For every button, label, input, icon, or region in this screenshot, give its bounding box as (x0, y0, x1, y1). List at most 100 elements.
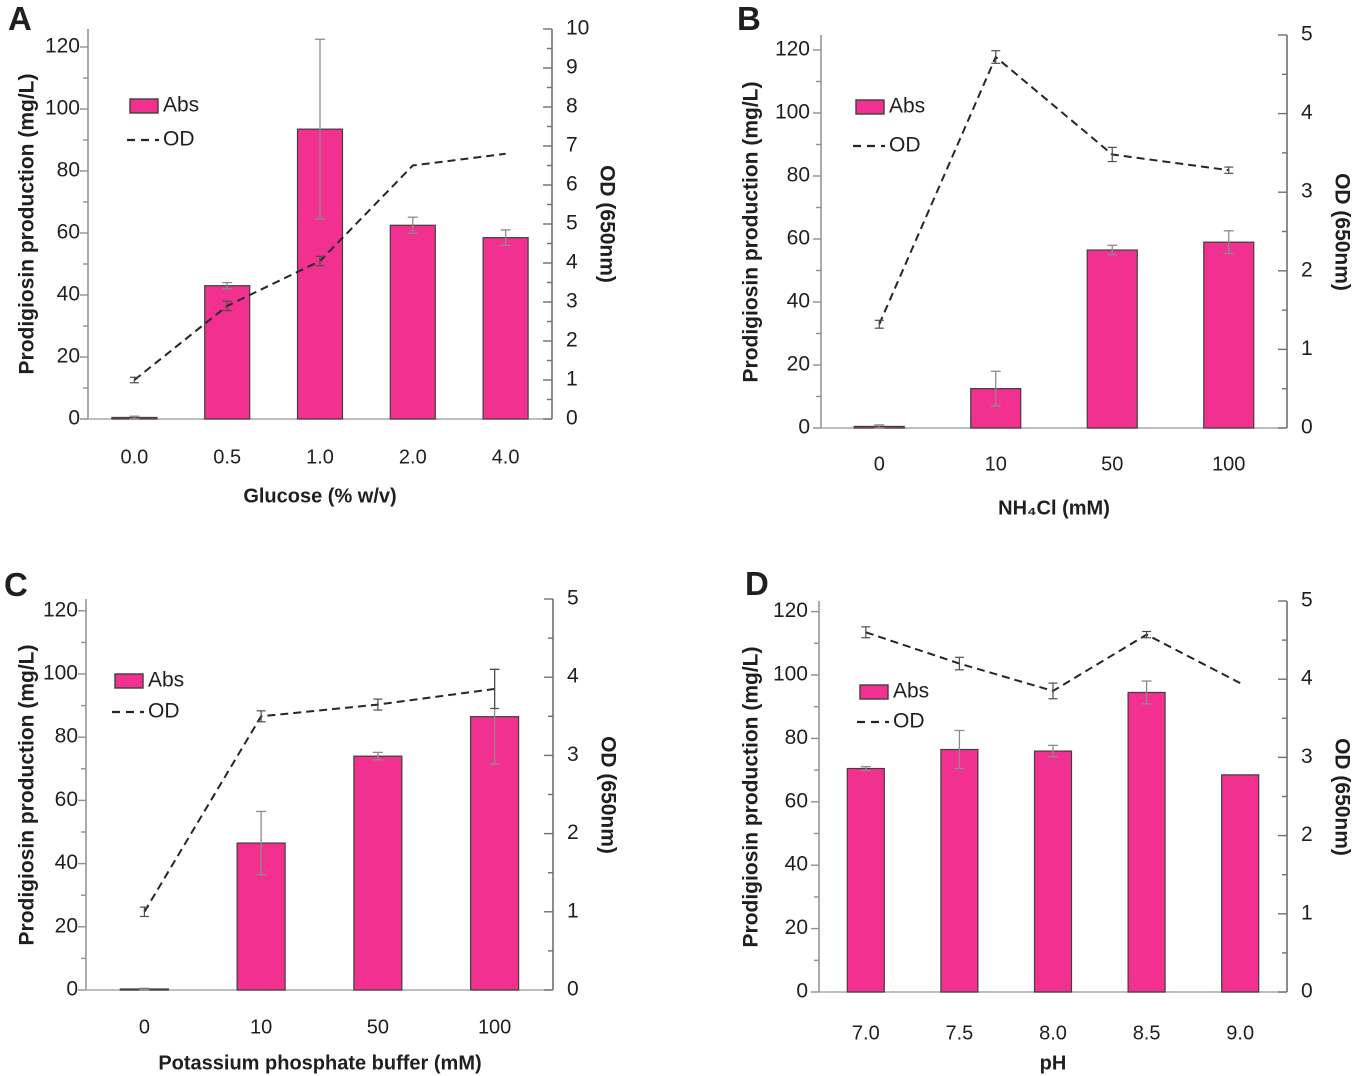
right-tick-label: 9 (566, 56, 578, 79)
panel-letter: D (745, 565, 769, 602)
left-tick-label: 20 (785, 916, 808, 939)
right-tick-label: 3 (566, 290, 578, 313)
left-tick-label: 60 (55, 788, 78, 811)
left-tick-label: 80 (787, 164, 810, 187)
legend-abs-swatch (855, 99, 885, 115)
x-tick-label: 10 (250, 1016, 272, 1038)
legend-abs-label: Abs (163, 94, 199, 117)
right-tick-label: 5 (566, 212, 578, 235)
left-tick-label: 0 (798, 416, 810, 439)
x-axis-title: Potassium phosphate buffer (mM) (158, 1052, 481, 1074)
left-tick-label: 80 (57, 159, 80, 182)
right-tick-label: 7 (566, 134, 578, 157)
right-tick-label: 10 (566, 17, 589, 40)
right-tick-label: 4 (1301, 667, 1313, 690)
right-tick-label: 3 (1301, 745, 1313, 768)
x-tick-label: 8.5 (1133, 1022, 1161, 1044)
left-tick-label: 120 (775, 38, 810, 61)
y-axis-right-title: OD (650nm) (595, 165, 618, 283)
x-tick-label: 100 (1212, 453, 1245, 475)
right-tick-label: 1 (567, 899, 579, 922)
bar-abs-7.0 (846, 767, 885, 993)
bar-abs-7.5 (940, 748, 979, 993)
left-tick-label: 120 (45, 35, 80, 58)
panel-c: C 0 20 40 60 80 100 120 0 1 2 3 4 5 Abs OD 0 10 50 100 Potas… (4, 566, 619, 1074)
left-tick-label: 60 (57, 221, 80, 244)
x-tick-label: 0.0 (120, 446, 148, 468)
x-axis-title: pH (1040, 1052, 1067, 1074)
legend-abs-label: Abs (148, 669, 184, 692)
right-tick-label: 1 (566, 368, 578, 391)
bar-abs-8.5 (1127, 691, 1166, 993)
legend-od-label: OD (893, 710, 925, 733)
y-axis-right-title: OD (650nm) (1330, 173, 1353, 291)
panel-letter: C (4, 566, 28, 603)
left-tick-label: 60 (787, 227, 810, 250)
x-tick-label: 0.5 (213, 446, 241, 468)
x-tick-label: 50 (1101, 453, 1123, 475)
right-tick-label: 2 (567, 821, 579, 844)
left-tick-label: 80 (785, 726, 808, 749)
x-tick-label: 9.0 (1226, 1022, 1254, 1044)
left-tick-label: 120 (773, 599, 808, 622)
left-tick-label: 40 (57, 283, 80, 306)
right-tick-label: 3 (1301, 180, 1313, 203)
x-tick-label: 7.5 (945, 1022, 973, 1044)
right-tick-label: 8 (566, 95, 578, 118)
bar-abs-2.0 (389, 224, 436, 420)
panel-d: D 0 20 40 60 80 100 120 0 1 2 3 4 5 Abs OD 7.0 7.5 8.0 8.5 9… (740, 565, 1354, 1074)
y-axis-left-title: Prodigiosin production (mg/L) (16, 74, 39, 375)
left-tick-label: 20 (57, 345, 80, 368)
x-tick-label: 1.0 (306, 446, 334, 468)
legend-od-label: OD (163, 128, 195, 151)
left-tick-label: 80 (55, 725, 78, 748)
x-tick-label: 0 (874, 453, 885, 475)
left-tick-label: 40 (55, 851, 78, 874)
y-axis-left-title: Prodigiosin production (mg/L) (16, 645, 39, 946)
panel-letter: A (8, 0, 32, 37)
x-tick-label: 8.0 (1039, 1022, 1067, 1044)
right-tick-label: 4 (566, 251, 578, 274)
right-tick-label: 6 (566, 173, 578, 196)
y-axis-right-title: OD (650nm) (1330, 738, 1353, 856)
legend-abs-label: Abs (893, 680, 929, 703)
left-tick-label: 0 (66, 978, 78, 1001)
legend-od-label: OD (148, 700, 180, 723)
right-tick-label: 4 (1301, 101, 1313, 124)
left-tick-label: 0 (796, 980, 808, 1003)
right-tick-label: 1 (1301, 337, 1313, 360)
x-tick-label: 0 (139, 1016, 150, 1038)
right-tick-label: 4 (567, 665, 579, 688)
left-tick-label: 100 (773, 663, 808, 686)
left-tick-label: 20 (787, 353, 810, 376)
x-axis-title: Glucose (% w/v) (243, 485, 396, 507)
x-axis-title: NH₄Cl (mM) (998, 497, 1110, 519)
x-tick-label: 100 (478, 1016, 511, 1038)
legend-abs-swatch (114, 673, 144, 689)
od-line (143, 687, 495, 913)
left-tick-label: 100 (43, 662, 78, 685)
left-tick-label: 100 (775, 101, 810, 124)
legend-abs-label: Abs (889, 95, 925, 118)
right-tick-label: 0 (566, 407, 578, 430)
x-tick-label: 7.0 (852, 1022, 880, 1044)
x-tick-label: 10 (985, 453, 1007, 475)
bar-abs-50 (1086, 249, 1138, 429)
right-tick-label: 1 (1301, 901, 1313, 924)
left-tick-label: 120 (43, 598, 78, 621)
right-tick-label: 0 (1301, 416, 1313, 439)
od-line (878, 55, 1229, 325)
x-tick-label: 50 (367, 1016, 389, 1038)
bar-abs-9.0 (1221, 774, 1260, 993)
panel-b: B 0 20 40 60 80 100 120 0 1 2 3 4 5 Abs OD 0 10 50 100 NH₄Cl… (737, 0, 1353, 519)
bar-abs-4.0 (482, 237, 529, 420)
left-tick-label: 20 (55, 914, 78, 937)
x-tick-label: 4.0 (492, 446, 520, 468)
y-axis-left-title: Prodigiosin production (mg/L) (740, 82, 763, 383)
right-tick-label: 5 (1301, 589, 1313, 612)
y-axis-left-title: Prodigiosin production (mg/L) (740, 647, 763, 948)
right-tick-label: 2 (1301, 258, 1313, 281)
right-tick-label: 5 (567, 587, 579, 610)
